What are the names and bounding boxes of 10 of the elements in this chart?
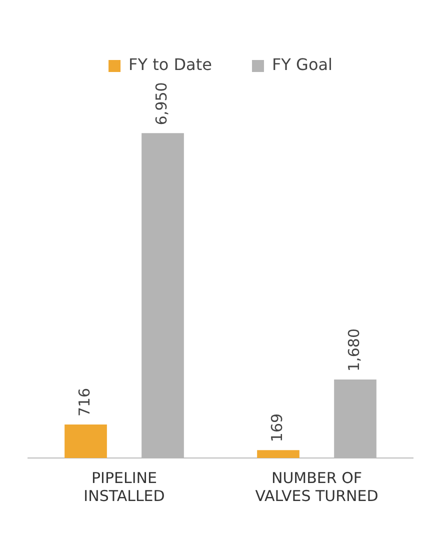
x-tick-label: NUMBER OF VALVES TURNED [255,468,378,505]
data-label: 716 [76,388,94,417]
bar [257,450,300,458]
legend-label: FY to Date [128,55,212,74]
legend-label: FY Goal [272,55,332,74]
bar [64,424,107,458]
data-label: 6,950 [152,82,171,126]
data-label: 169 [268,413,286,442]
x-tick-label: PIPELINE INSTALLED [84,468,165,505]
data-label: 1,680 [345,328,364,372]
